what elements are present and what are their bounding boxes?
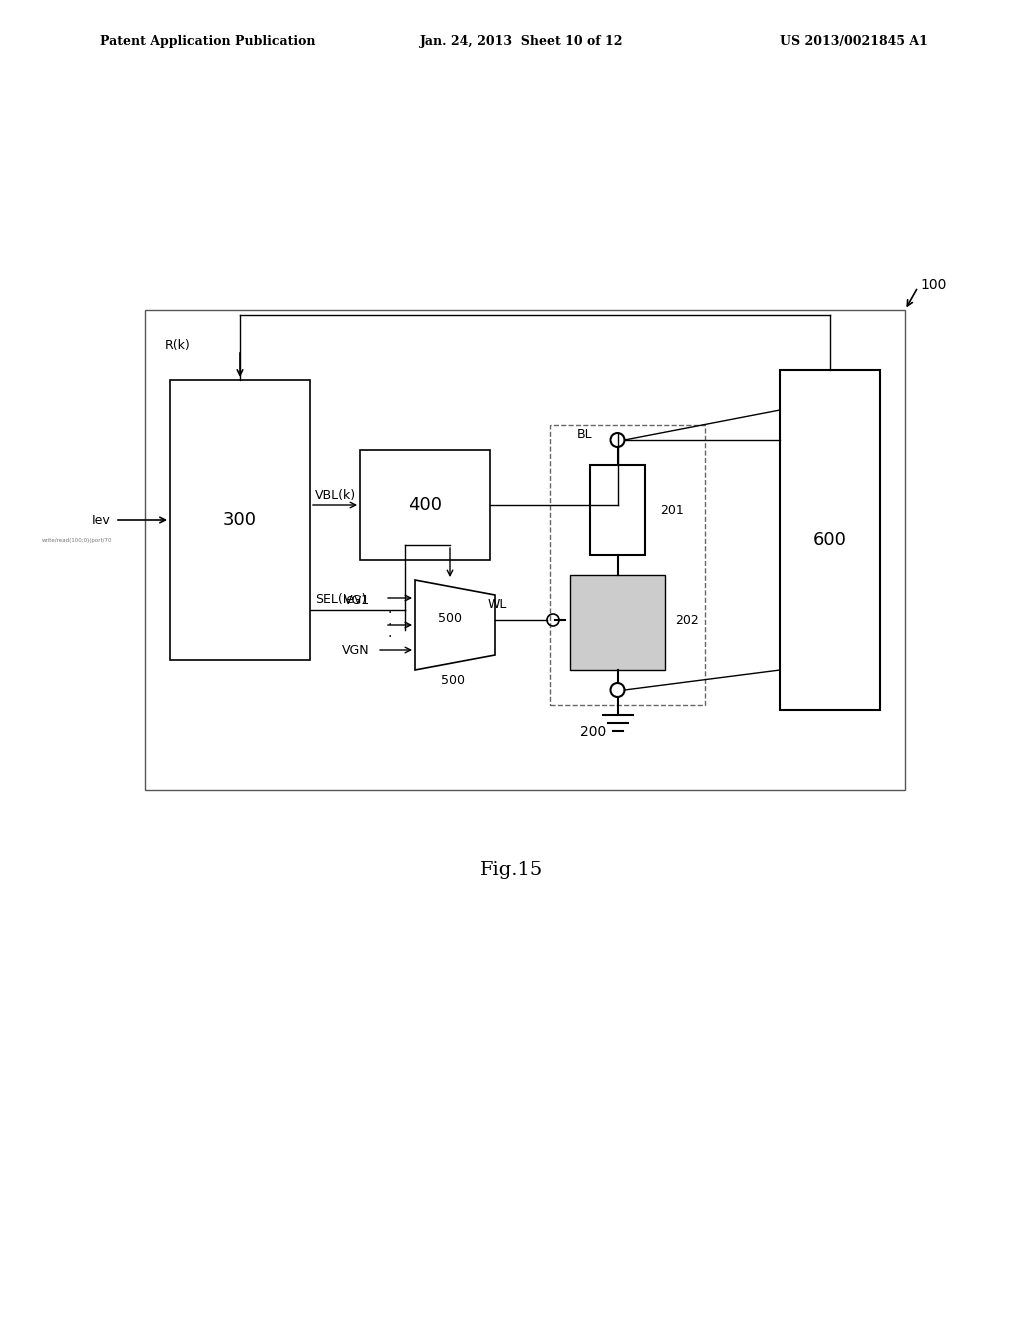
Text: VG1: VG1: [344, 594, 370, 606]
Text: 400: 400: [408, 496, 442, 513]
Text: 500: 500: [438, 612, 462, 624]
Text: Jan. 24, 2013  Sheet 10 of 12: Jan. 24, 2013 Sheet 10 of 12: [420, 36, 624, 48]
Text: 201: 201: [660, 503, 684, 516]
Bar: [550, 425, 705, 705]
Text: 202: 202: [675, 614, 698, 627]
Bar: [590, 465, 645, 554]
Text: ·
·
·: · · ·: [388, 606, 392, 644]
Text: Patent Application Publication: Patent Application Publication: [100, 36, 315, 48]
Text: 200: 200: [580, 725, 606, 739]
Text: 600: 600: [813, 531, 847, 549]
Bar: [360, 450, 490, 560]
Text: VGN: VGN: [342, 644, 370, 656]
Text: 300: 300: [223, 511, 257, 529]
Bar: [170, 380, 310, 660]
Bar: [145, 310, 905, 789]
Text: R(k): R(k): [164, 338, 190, 351]
Text: US 2013/0021845 A1: US 2013/0021845 A1: [780, 36, 928, 48]
Bar: [780, 370, 880, 710]
Text: 500: 500: [441, 673, 465, 686]
Text: 100: 100: [920, 279, 946, 292]
Text: SEL(Iev): SEL(Iev): [315, 594, 367, 606]
Text: VBL(k): VBL(k): [315, 488, 356, 502]
Text: Fig.15: Fig.15: [480, 861, 544, 879]
Polygon shape: [415, 579, 495, 671]
Text: Iev: Iev: [91, 513, 110, 527]
Text: WL: WL: [487, 598, 507, 611]
Text: write/read(100;0)(port/70: write/read(100;0)(port/70: [42, 539, 112, 543]
Text: BL: BL: [577, 429, 593, 441]
Bar: [570, 576, 665, 671]
